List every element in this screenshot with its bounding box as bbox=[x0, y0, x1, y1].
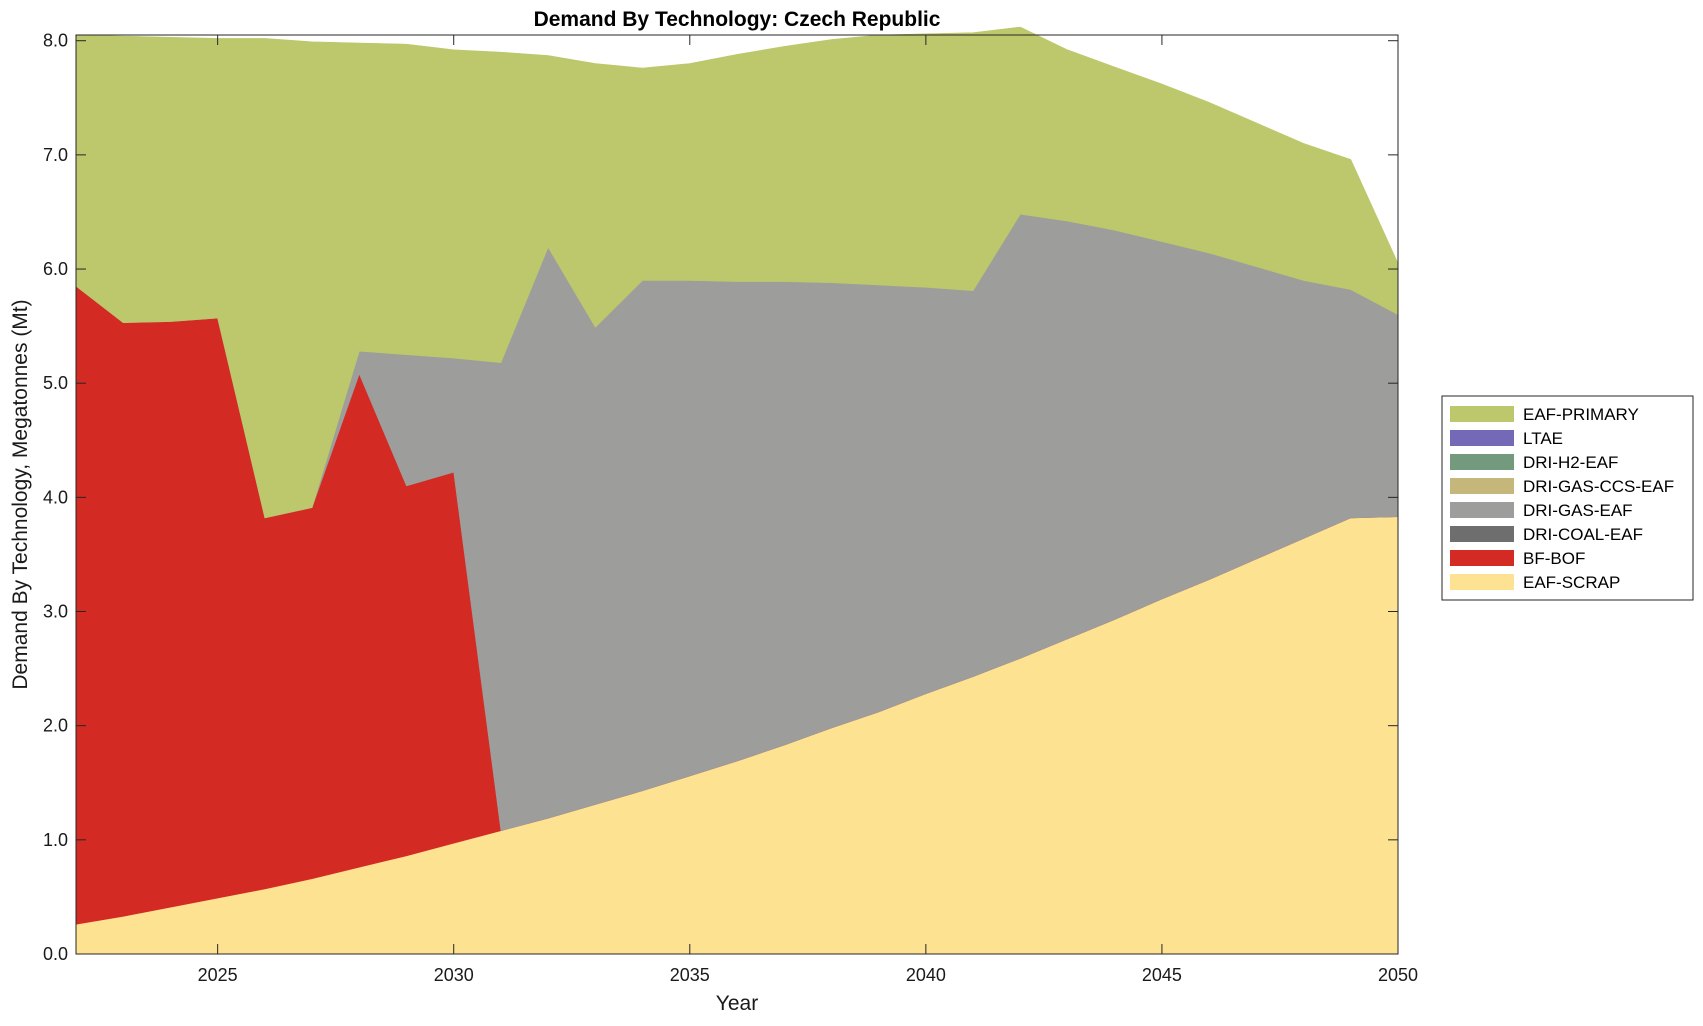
legend-swatch-dri-h2-eaf bbox=[1450, 454, 1514, 470]
y-tick-label: 6.0 bbox=[43, 259, 68, 279]
plot-frame bbox=[75, 34, 1399, 955]
axis-ticks: 2025 2030 2035 2040 2045 2050 0.0 1.0 2.0 3.0 4.0 5… bbox=[43, 31, 1418, 985]
x-axis-title: Year bbox=[716, 992, 758, 1015]
x-tick-label: 2045 bbox=[1142, 965, 1182, 985]
legend-label-ltae: LTAE bbox=[1523, 429, 1563, 448]
y-tick-label: 7.0 bbox=[43, 145, 68, 165]
area-series-layer bbox=[75, 26, 1399, 955]
legend-label-eaf-scrap: EAF-SCRAP bbox=[1523, 573, 1620, 592]
legend-box bbox=[1441, 395, 1694, 601]
x-tick-label: 2030 bbox=[434, 965, 474, 985]
legend-label-dri-h2-eaf: DRI-H2-EAF bbox=[1523, 453, 1618, 472]
x-tick-label: 2025 bbox=[198, 965, 238, 985]
legend-label-eaf-primary: EAF-PRIMARY bbox=[1523, 405, 1639, 424]
legend-label-dri-gas-eaf: DRI-GAS-EAF bbox=[1523, 501, 1633, 520]
x-tick-label: 2035 bbox=[670, 965, 710, 985]
y-tick-label: 2.0 bbox=[43, 716, 68, 736]
legend-swatch-ltae bbox=[1450, 430, 1514, 446]
y-tick-label: 5.0 bbox=[43, 373, 68, 393]
y-tick-label: 3.0 bbox=[43, 602, 68, 622]
y-tick-label: 4.0 bbox=[43, 487, 68, 507]
legend-label-dri-coal-eaf: DRI-COAL-EAF bbox=[1523, 525, 1643, 544]
y-tick-label: 8.0 bbox=[43, 31, 68, 51]
legend-label-dri-gas-ccs-eaf: DRI-GAS-CCS-EAF bbox=[1523, 477, 1674, 496]
legend-swatch-dri-gas-eaf bbox=[1450, 502, 1514, 518]
y-tick-label: 1.0 bbox=[43, 830, 68, 850]
x-tick-label: 2050 bbox=[1378, 965, 1418, 985]
legend: EAF-PRIMARY LTAE DRI-H2-EAF DRI-GAS-CCS-EAF… bbox=[1441, 395, 1694, 601]
legend-swatch-eaf-scrap bbox=[1450, 574, 1514, 590]
legend-swatch-bf-bof bbox=[1450, 550, 1514, 566]
legend-swatch-dri-gas-ccs-eaf bbox=[1450, 478, 1514, 494]
y-axis-title: Demand By Technology, Megatonnes (Mt) bbox=[9, 299, 32, 689]
y-tick-label: 0.0 bbox=[43, 944, 68, 964]
chart-title: Demand By Technology: Czech Republic bbox=[534, 8, 941, 31]
legend-swatch-eaf-primary bbox=[1450, 406, 1514, 422]
x-tick-label: 2040 bbox=[906, 965, 946, 985]
legend-swatch-dri-coal-eaf bbox=[1450, 526, 1514, 542]
legend-label-bf-bof: BF-BOF bbox=[1523, 549, 1585, 568]
